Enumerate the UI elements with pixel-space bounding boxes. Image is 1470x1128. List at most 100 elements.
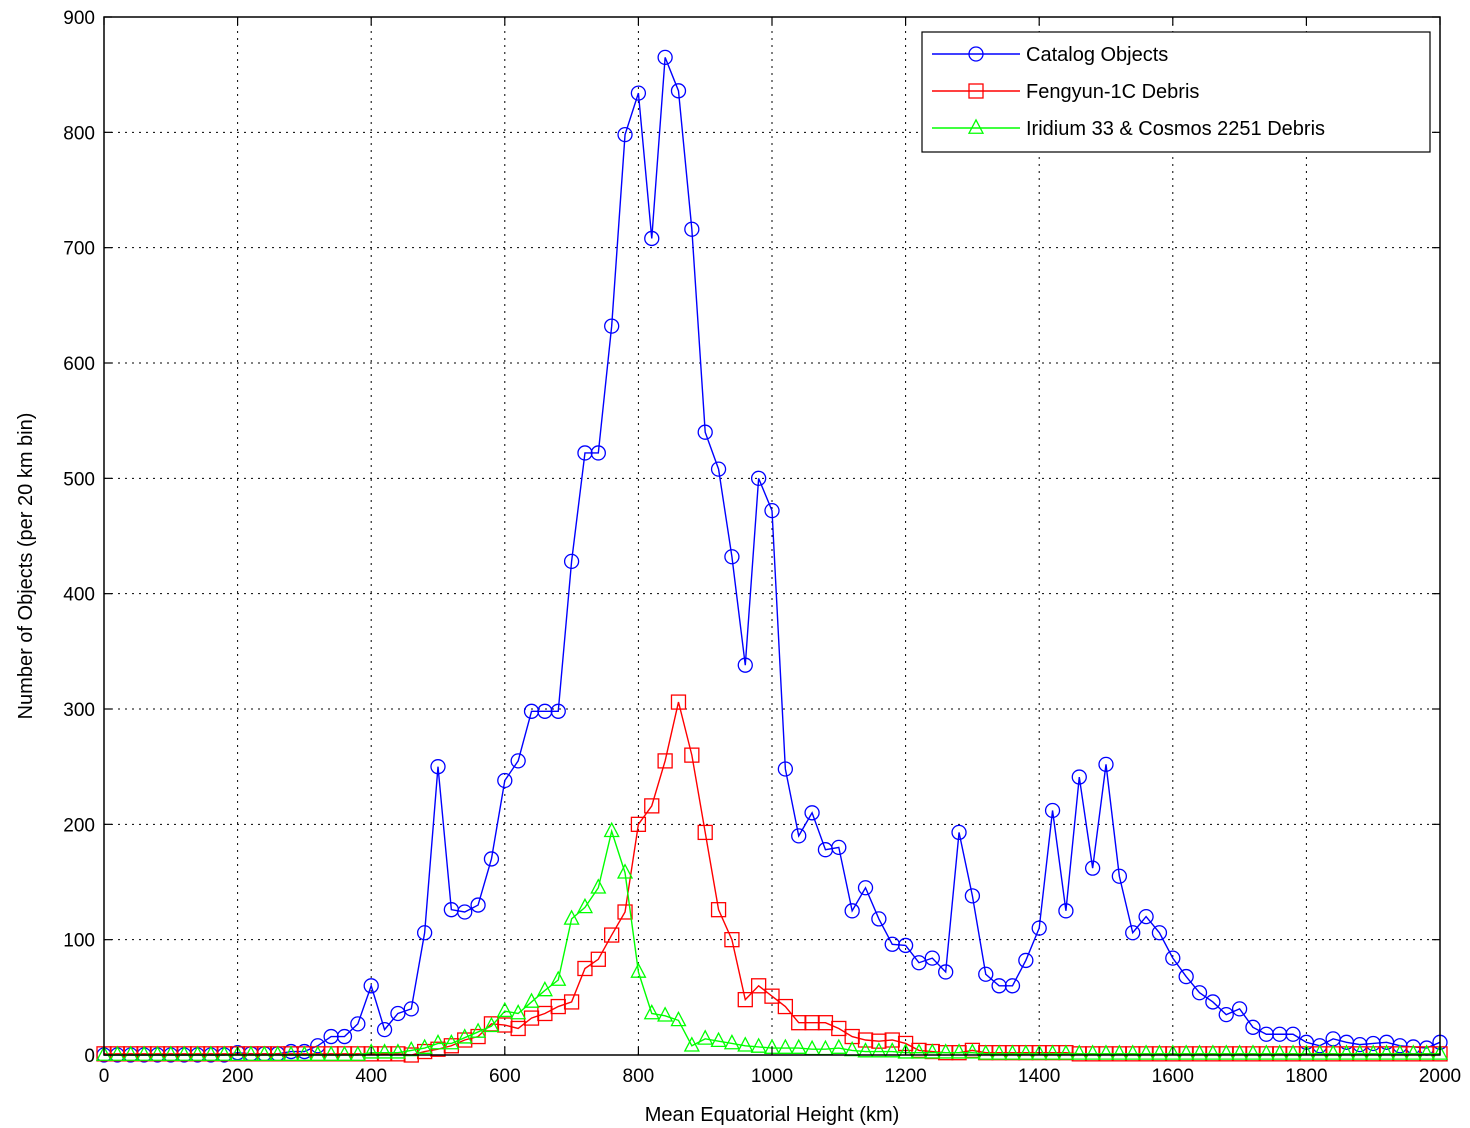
data-point (1057, 1044, 1074, 1060)
data-point (309, 1045, 326, 1061)
data-point (510, 1020, 526, 1037)
data-point (1338, 1044, 1355, 1060)
data-point (737, 991, 753, 1008)
data-point (831, 1020, 847, 1037)
data-point (1178, 1044, 1195, 1060)
data-point (349, 1045, 366, 1061)
data-point (122, 1045, 139, 1061)
data-point (456, 1028, 473, 1044)
data-point (657, 1006, 674, 1022)
data-point (563, 994, 580, 1010)
data-point (1125, 925, 1141, 941)
data-point (644, 230, 660, 247)
data-point (911, 955, 927, 971)
data-point (483, 1016, 500, 1033)
data-point (817, 1039, 834, 1056)
data-point (1365, 1044, 1382, 1060)
data-point (496, 1001, 513, 1018)
data-point (403, 1001, 419, 1017)
x-tick-label: 800 (623, 1066, 655, 1087)
data-point (590, 951, 606, 967)
data-point (1312, 1038, 1328, 1054)
legend-marker (968, 46, 984, 62)
data-point (1298, 1044, 1315, 1060)
data-point (604, 927, 620, 943)
data-point (416, 1038, 433, 1054)
data-point (897, 1043, 914, 1059)
data-point (389, 1043, 406, 1059)
data-point (1004, 1044, 1021, 1060)
data-point (1017, 1044, 1034, 1060)
data-point (710, 1031, 727, 1048)
data-point (590, 878, 607, 894)
y-tick-label: 400 (63, 585, 95, 606)
data-point (310, 1038, 326, 1054)
data-point (831, 839, 847, 856)
data-point (550, 970, 567, 986)
legend-label: Iridium 33 & Cosmos 2251 Debris (1026, 118, 1325, 140)
data-point (590, 445, 606, 461)
data-point (670, 83, 687, 99)
data-point (937, 1043, 954, 1059)
data-point (684, 221, 700, 237)
data-point (1191, 1044, 1208, 1060)
data-point (750, 1037, 767, 1053)
data-point (684, 747, 700, 763)
data-point (1124, 1044, 1141, 1060)
data-point (1111, 1044, 1128, 1060)
y-tick-label: 0 (84, 1046, 95, 1067)
data-point (924, 1043, 941, 1059)
legend-box (921, 31, 1431, 153)
data-point (563, 909, 580, 925)
data-point (1071, 769, 1087, 785)
data-point (777, 1038, 794, 1054)
data-point (950, 1043, 968, 1059)
data-point (964, 1043, 981, 1059)
data-point (149, 1045, 166, 1061)
grid (104, 17, 1440, 1055)
data-point (1044, 802, 1061, 819)
data-point (710, 902, 727, 918)
data-point (429, 1034, 447, 1050)
data-point (617, 904, 633, 920)
data-point (1098, 756, 1114, 773)
data-point (710, 461, 727, 477)
data-point (924, 950, 940, 966)
x-tick-label: 1200 (884, 1066, 926, 1087)
data-point (376, 1043, 393, 1059)
data-point (510, 1004, 527, 1020)
data-point (790, 1038, 807, 1054)
data-point (951, 824, 967, 841)
data-point (1004, 978, 1021, 994)
data-point (1218, 1044, 1235, 1060)
data-point (1151, 1044, 1168, 1060)
data-point (977, 1044, 994, 1060)
data-point (750, 978, 767, 994)
data-point (643, 1004, 660, 1020)
data-point (189, 1045, 206, 1061)
data-point (563, 553, 580, 570)
data-point (336, 1028, 353, 1045)
data-point (1205, 994, 1221, 1010)
data-point (737, 657, 753, 673)
data-point (884, 1042, 901, 1058)
data-point (470, 897, 486, 913)
data-point (1204, 1044, 1221, 1060)
data-point (670, 694, 687, 710)
data-point (777, 761, 794, 777)
data-point (109, 1045, 126, 1061)
data-point (1044, 1044, 1061, 1060)
data-point (683, 1036, 700, 1052)
data-point (323, 1045, 340, 1061)
data-point (1285, 1026, 1301, 1042)
data-point (871, 911, 887, 927)
axis-ticks: 0 200 400 600 800 1000 1200 1400 1600 1800 2000 0 10… (63, 8, 1461, 1087)
data-point (897, 937, 914, 954)
legend-marker (967, 118, 985, 134)
data-point (750, 470, 767, 486)
y-tick-label: 100 (63, 931, 95, 952)
data-point (242, 1045, 260, 1061)
x-tick-label: 200 (222, 1066, 254, 1087)
data-point (1111, 868, 1128, 884)
data-point (363, 978, 379, 994)
